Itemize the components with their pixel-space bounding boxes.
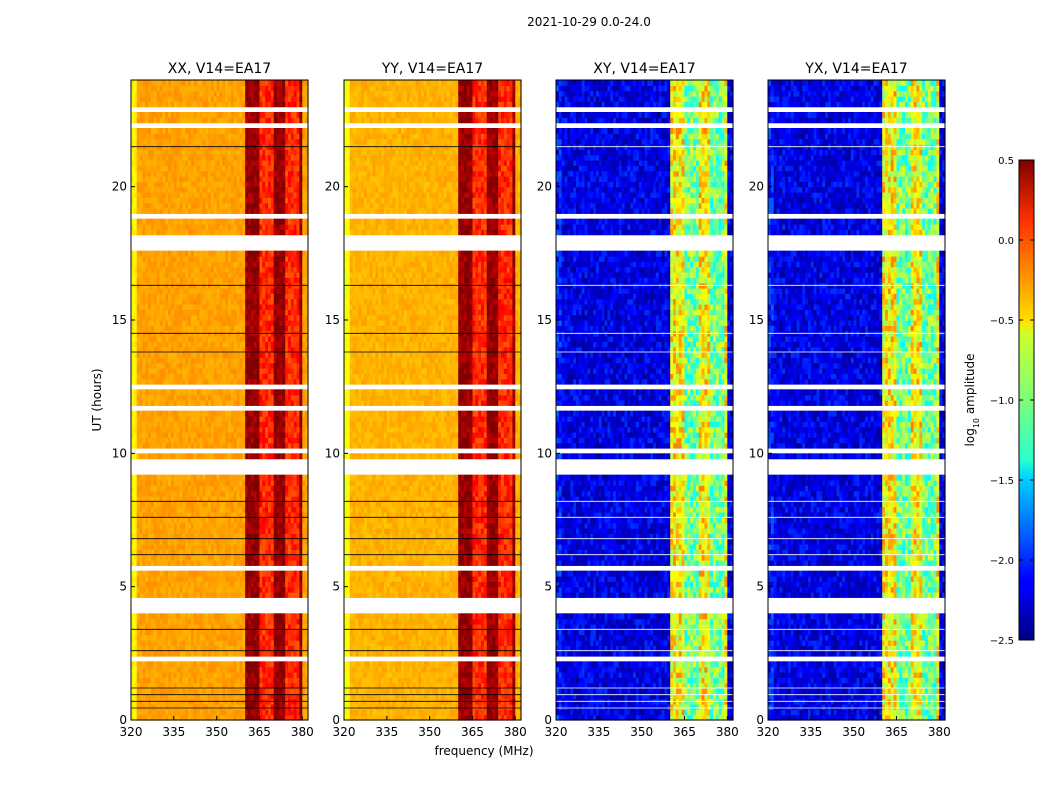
heatmap-cells [131, 80, 309, 721]
figure-title: 2021-10-29 0.0-24.0 [527, 15, 651, 29]
y-axis-label: UT (hours) [90, 368, 104, 431]
figure: 2021-10-29 0.0-24.0 frequency (MHz) UT (… [0, 0, 1050, 800]
x-axis-label: frequency (MHz) [434, 744, 533, 758]
